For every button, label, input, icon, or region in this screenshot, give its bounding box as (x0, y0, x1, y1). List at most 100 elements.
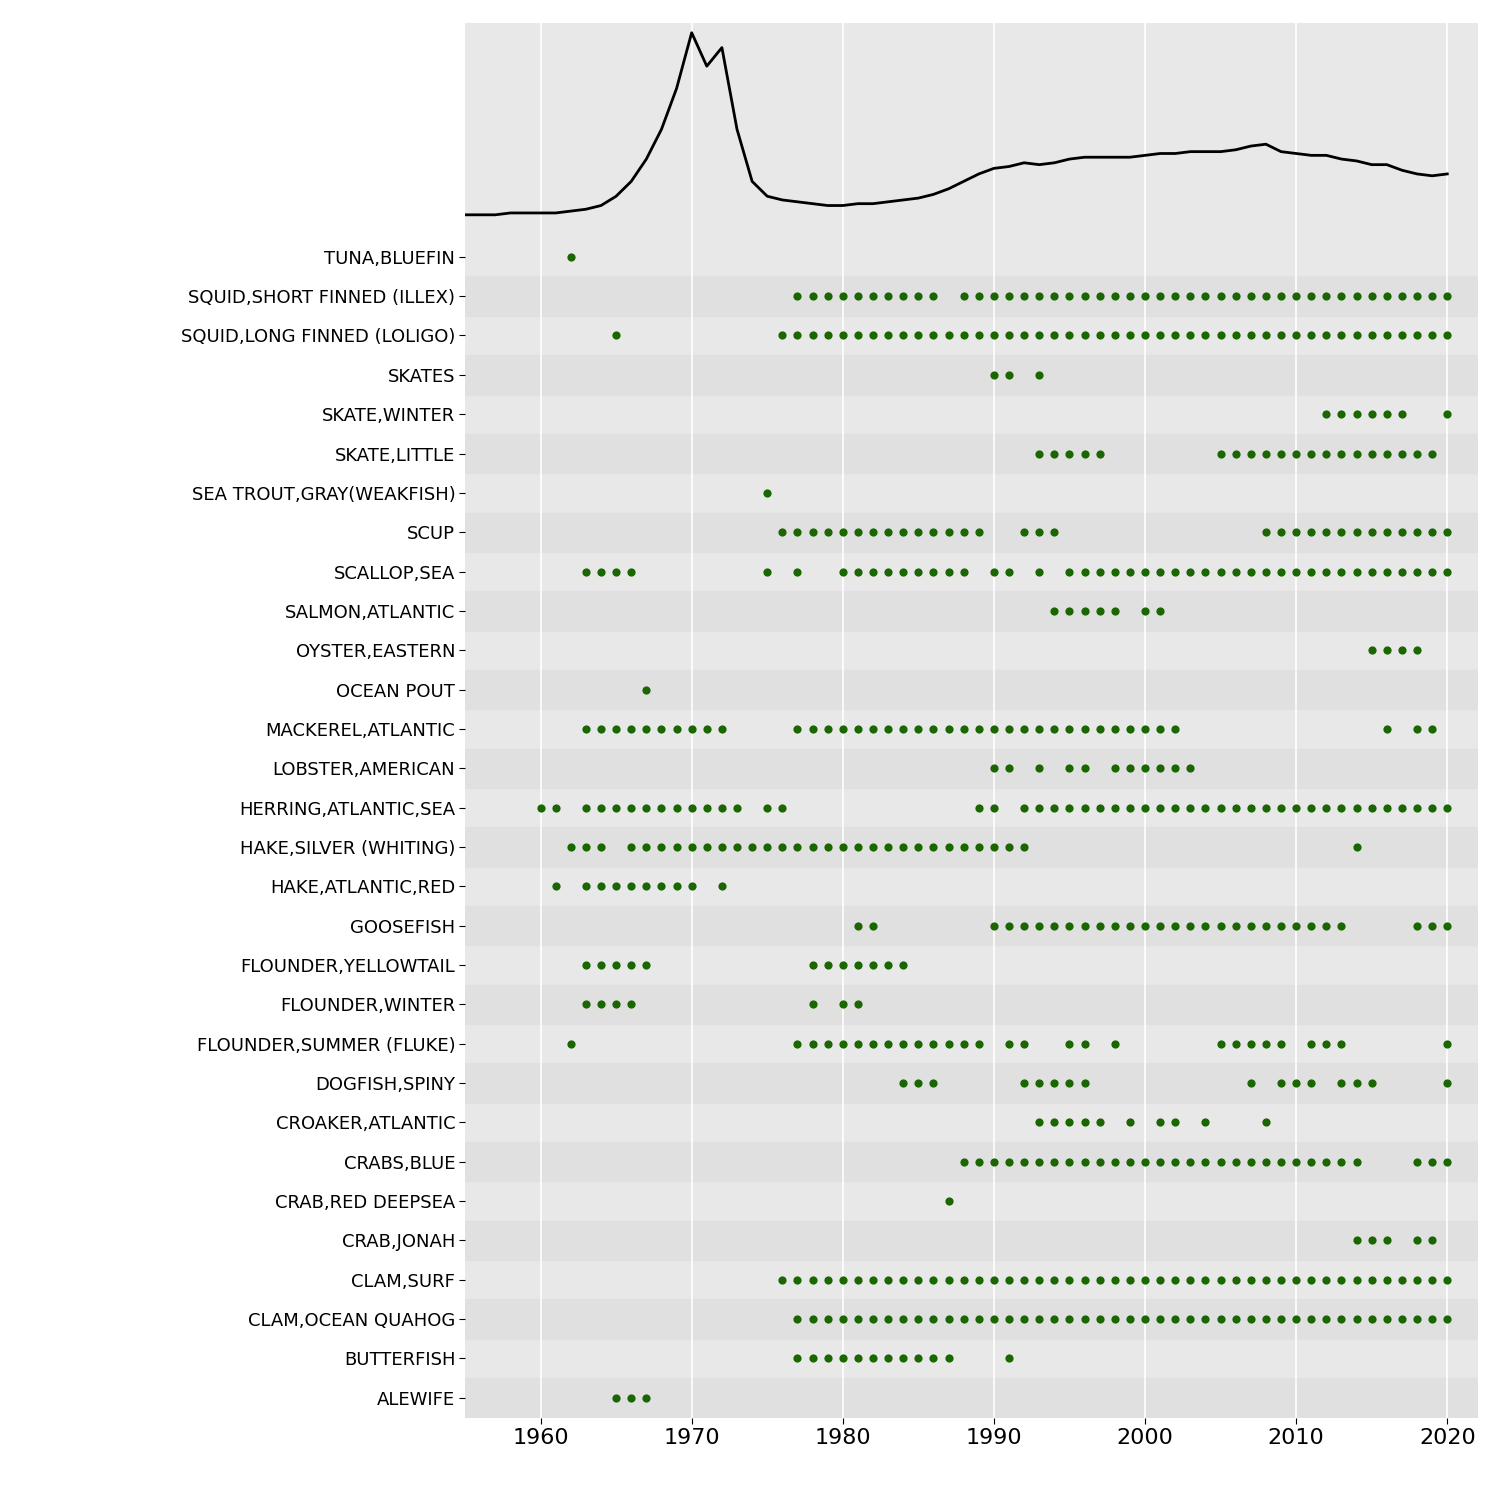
Point (1042, 324, 1066, 348)
Point (998, 1306, 1022, 1330)
Point (801, 836, 825, 860)
Point (1224, 1032, 1248, 1056)
Point (1028, 324, 1051, 348)
Point (921, 836, 945, 860)
Point (1194, 914, 1218, 938)
Point (1148, 1306, 1172, 1330)
Bar (465, 433, 1478, 472)
Point (936, 1032, 960, 1056)
Point (1299, 1032, 1323, 1056)
Point (1269, 284, 1293, 308)
Point (1406, 717, 1429, 741)
Bar (465, 1102, 1478, 1142)
Point (1224, 795, 1248, 819)
Point (1194, 1268, 1218, 1292)
Point (998, 324, 1022, 348)
Point (1376, 324, 1400, 348)
Point (1042, 1150, 1066, 1174)
Point (1224, 914, 1248, 938)
Point (1406, 1150, 1429, 1174)
Point (1194, 284, 1218, 308)
Point (1072, 914, 1096, 938)
Point (998, 1032, 1022, 1056)
Point (968, 520, 992, 544)
Point (771, 520, 795, 544)
Point (1420, 1228, 1444, 1252)
Point (801, 952, 825, 976)
Point (1072, 1268, 1096, 1292)
Point (936, 520, 960, 544)
Point (590, 874, 613, 898)
Point (861, 1032, 885, 1056)
Point (604, 874, 628, 898)
Point (982, 363, 1006, 387)
Point (1314, 560, 1338, 584)
Point (1028, 1268, 1051, 1292)
Point (1420, 914, 1444, 938)
Point (982, 324, 1006, 348)
Point (1359, 639, 1383, 663)
Point (1132, 1306, 1156, 1330)
Point (664, 795, 688, 819)
Point (574, 952, 598, 976)
Point (1088, 284, 1112, 308)
Point (1072, 1032, 1096, 1056)
Point (1269, 914, 1293, 938)
Point (1194, 1110, 1218, 1134)
Point (1132, 914, 1156, 938)
Point (998, 756, 1022, 780)
Point (1359, 1268, 1383, 1292)
Point (1209, 1306, 1233, 1330)
Point (1390, 520, 1414, 544)
Point (1284, 914, 1308, 938)
Point (1284, 284, 1308, 308)
Point (998, 717, 1022, 741)
Point (620, 874, 644, 898)
Point (968, 1268, 992, 1292)
Point (1406, 1268, 1429, 1292)
Point (816, 324, 840, 348)
Point (801, 1268, 825, 1292)
Point (1390, 324, 1414, 348)
Point (861, 324, 885, 348)
Point (1179, 1268, 1203, 1292)
Point (1376, 1268, 1400, 1292)
Point (1058, 598, 1082, 622)
Point (1239, 324, 1263, 348)
Bar (465, 670, 1478, 710)
Bar (465, 1299, 1478, 1340)
Point (1284, 1306, 1308, 1330)
Point (968, 284, 992, 308)
Point (1329, 560, 1353, 584)
Point (1088, 1150, 1112, 1174)
Point (1224, 1306, 1248, 1330)
Point (998, 1347, 1022, 1371)
Point (1239, 1268, 1263, 1292)
Point (801, 717, 825, 741)
Point (650, 874, 674, 898)
Point (968, 1306, 992, 1330)
Bar (465, 1064, 1478, 1102)
Point (921, 284, 945, 308)
Point (1164, 756, 1188, 780)
Point (1390, 441, 1414, 465)
Point (1148, 1110, 1172, 1134)
Point (1088, 1110, 1112, 1134)
Point (982, 284, 1006, 308)
Point (1028, 520, 1051, 544)
Bar (465, 276, 1478, 316)
Point (1314, 402, 1338, 426)
Point (936, 560, 960, 584)
Point (1072, 1150, 1096, 1174)
Point (1179, 795, 1203, 819)
Point (1013, 914, 1036, 938)
Point (1329, 795, 1353, 819)
Point (1269, 441, 1293, 465)
Point (1042, 1306, 1066, 1330)
Point (1042, 914, 1066, 938)
Point (1058, 717, 1082, 741)
Point (1102, 756, 1126, 780)
Point (846, 836, 870, 860)
Point (906, 520, 930, 544)
Point (694, 836, 718, 860)
